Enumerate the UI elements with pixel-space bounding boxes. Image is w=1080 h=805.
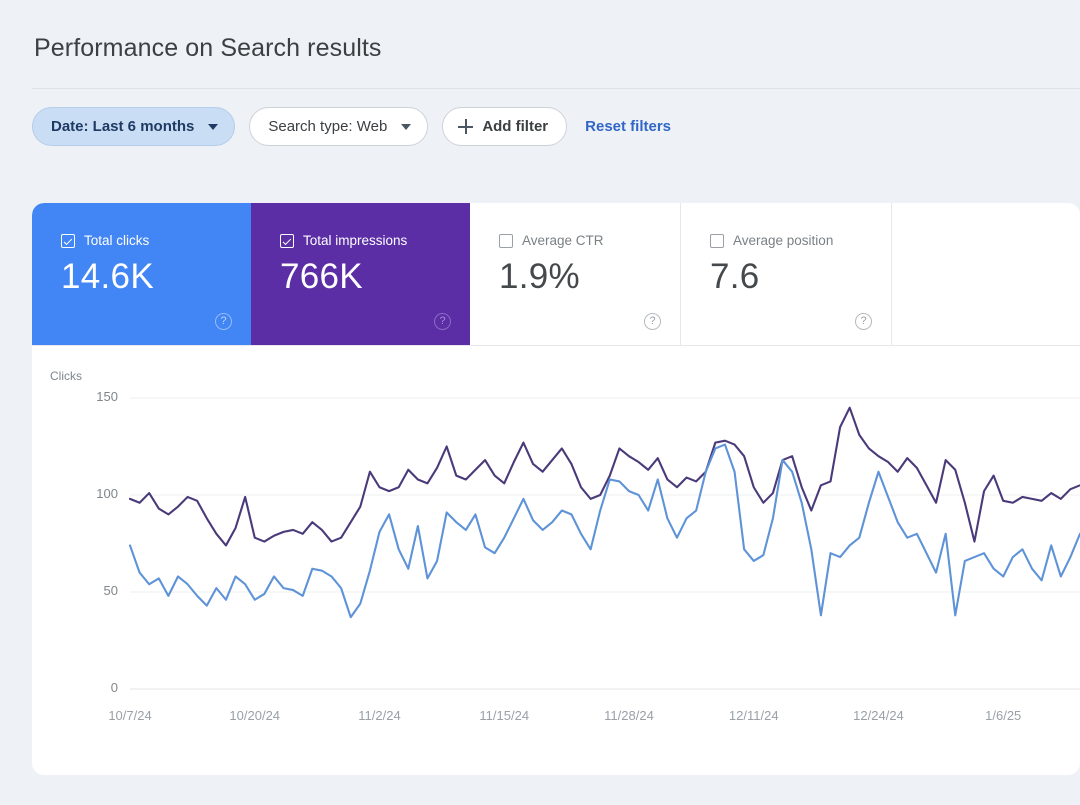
chart-plot	[128, 397, 1080, 690]
x-tick-label: 1/6/25	[985, 708, 1022, 723]
help-circle-icon[interactable]: ?	[215, 313, 232, 330]
metric-cards-row: Total clicks 14.6K? Total impressions 766K?…	[32, 203, 892, 345]
metric-checkbox[interactable]	[280, 233, 294, 248]
metric-value: 1.9%	[499, 257, 580, 296]
help-circle-icon[interactable]: ?	[855, 313, 872, 330]
y-tick-label: 150	[96, 389, 118, 404]
metric-card-average-ctr[interactable]: Average CTR 1.9%?	[470, 203, 681, 345]
filter-chip-label: Date: Last 6 months	[51, 118, 195, 135]
filter-chip-2[interactable]: Add filter	[442, 107, 568, 146]
x-tick-label: 10/20/24	[229, 708, 281, 723]
series-line-total-clicks	[128, 443, 1080, 619]
metric-card-total-impressions[interactable]: Total impressions 766K?	[251, 203, 470, 345]
filter-chip-1[interactable]: Search type: Web	[249, 107, 429, 146]
x-tick-label: 10/7/24	[108, 708, 152, 723]
metric-value: 14.6K	[61, 257, 154, 296]
x-tick-label: 11/15/24	[479, 708, 530, 723]
metric-label: Total clicks	[84, 233, 150, 248]
chevron-down-icon	[401, 123, 412, 130]
metric-card-header: Total impressions	[280, 233, 470, 248]
plus-icon	[458, 119, 474, 134]
metric-cards-divider	[32, 345, 1080, 346]
metric-label: Average CTR	[522, 233, 604, 248]
y-tick-label: 0	[110, 680, 118, 695]
metric-card-average-position[interactable]: Average position 7.6?	[681, 203, 892, 345]
reset-filters-link[interactable]: Reset filters	[585, 118, 672, 135]
metric-value: 7.6	[710, 257, 760, 296]
page-title: Performance on Search results	[34, 34, 382, 62]
performance-panel: Total clicks 14.6K? Total impressions 766K?…	[32, 203, 1080, 775]
metric-cards-filler	[947, 203, 1080, 345]
x-tick-label: 11/2/24	[358, 708, 401, 723]
metric-label: Average position	[733, 233, 834, 248]
filter-chip-0[interactable]: Date: Last 6 months	[32, 107, 236, 146]
help-circle-icon[interactable]: ?	[434, 313, 451, 330]
clicks-chart: Clicks 0 50 100 150 10/7/24 10/20/24 11/2/24 1…	[32, 346, 1080, 775]
metric-card-header: Total clicks	[61, 233, 251, 248]
x-tick-label: 12/11/24	[728, 708, 779, 723]
x-tick-label: 11/28/24	[604, 708, 654, 723]
metric-card-total-clicks[interactable]: Total clicks 14.6K?	[32, 203, 251, 345]
help-circle-icon[interactable]: ?	[644, 313, 661, 330]
chevron-down-icon	[208, 123, 219, 130]
series-line-total-impressions	[128, 406, 1080, 547]
metric-checkbox[interactable]	[499, 233, 513, 248]
y-axis-title: Clicks	[50, 369, 82, 383]
y-tick-label: 100	[96, 486, 118, 501]
metric-card-header: Average CTR	[499, 233, 680, 248]
metric-value: 766K	[280, 257, 363, 296]
filter-bar: Date: Last 6 months Search type: Web Add f…	[32, 107, 671, 146]
x-tick-label: 12/24/24	[853, 708, 904, 723]
filter-chip-label: Search type: Web	[268, 118, 388, 135]
metric-checkbox[interactable]	[710, 233, 724, 248]
header-divider	[32, 88, 1080, 89]
metric-label: Total impressions	[303, 233, 408, 248]
metric-checkbox[interactable]	[61, 233, 75, 248]
y-tick-label: 50	[103, 583, 118, 598]
metric-card-header: Average position	[710, 233, 891, 248]
filter-chip-label: Add filter	[482, 118, 549, 135]
